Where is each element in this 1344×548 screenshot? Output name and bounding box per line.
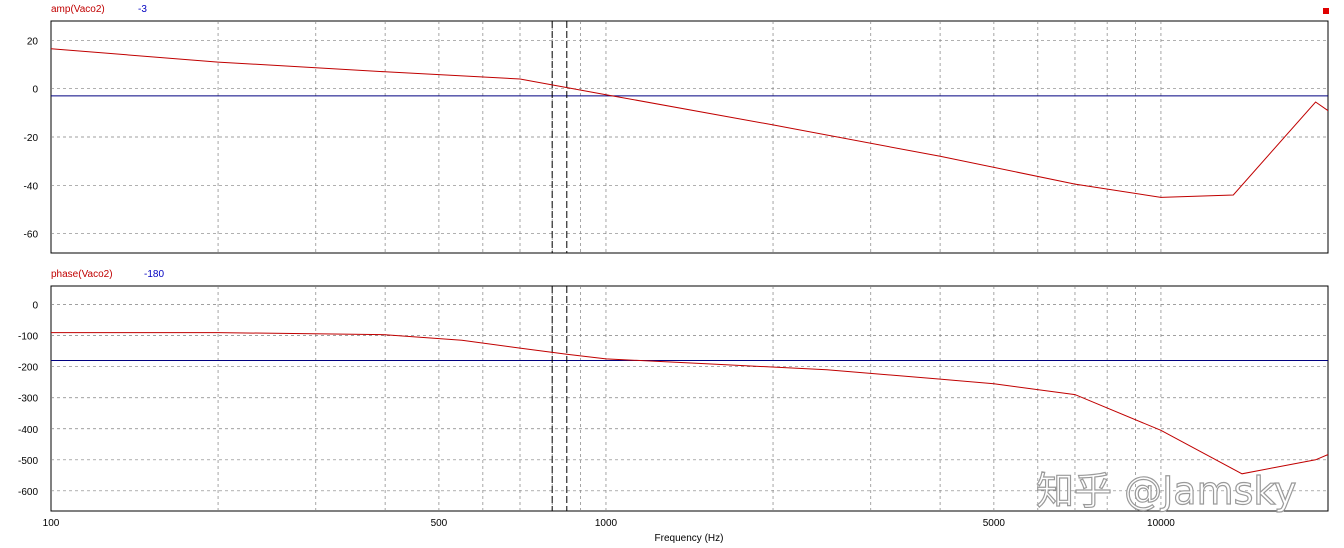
x-tick-label: 10000: [1147, 518, 1175, 529]
phase-y-tick-label: 0: [32, 301, 38, 312]
marker-square-icon: [1323, 8, 1329, 14]
phase-y-tick-label: -600: [18, 487, 38, 498]
amp-cursor-readout: -3: [138, 4, 147, 15]
watermark-logo: 知乎 @Jamsky: [1036, 469, 1297, 513]
phase-y-tick-label: -300: [18, 394, 38, 405]
x-tick-label: 1000: [595, 518, 618, 529]
x-tick-label: 100: [43, 518, 60, 529]
amplitude-panel: 20 0 -20 -40 -60 amp(Vaco2) -3: [24, 4, 1329, 254]
phase-trace-title: phase(Vaco2): [51, 269, 113, 280]
phase-series-line: [51, 332, 1328, 475]
amp-y-tick-label: -60: [24, 230, 39, 241]
phase-y-tick-label: -100: [18, 332, 38, 343]
phase-y-tick-label: -500: [18, 456, 38, 467]
x-tick-label: 500: [431, 518, 448, 529]
x-axis-label: Frequency (Hz): [655, 533, 724, 544]
amp-y-tick-label: 20: [27, 36, 39, 47]
phase-plot-frame: [50, 285, 1329, 512]
phase-cursor-readout: -180: [144, 269, 164, 280]
phase-y-tick-label: -200: [18, 363, 38, 374]
phase-y-tick-label: -400: [18, 425, 38, 436]
amp-y-tick-label: 0: [32, 85, 38, 96]
x-tick-label: 5000: [983, 518, 1006, 529]
amp-y-tick-label: -20: [24, 133, 39, 144]
amp-y-tick-label: -40: [24, 181, 39, 192]
amp-series-line: [51, 48, 1328, 198]
x-axis: 100 500 1000 5000 10000: [43, 518, 1176, 529]
amp-trace-title: amp(Vaco2): [51, 4, 105, 15]
phase-panel: 0 -100 -200 -300 -400 -500 -600 phase(Vaco2) -18…: [18, 269, 1329, 512]
